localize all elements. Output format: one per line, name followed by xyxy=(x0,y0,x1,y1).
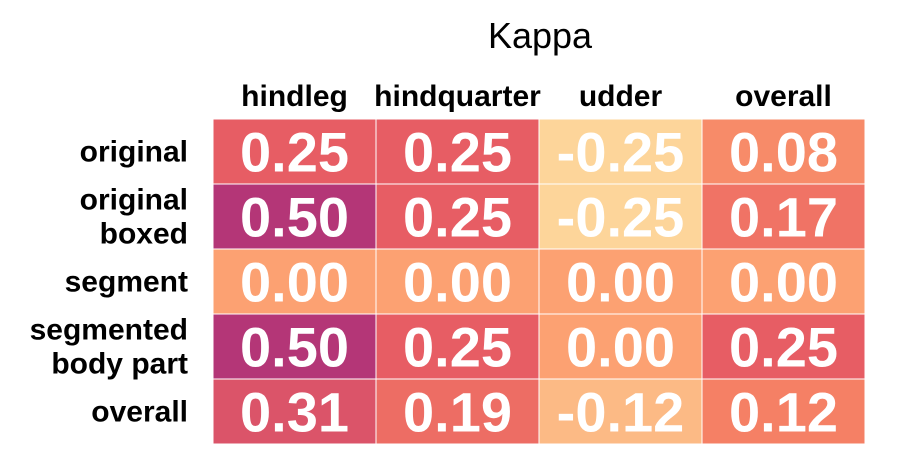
cell-value-label: 0.31 xyxy=(240,381,349,444)
heatmap-cell xyxy=(701,248,866,315)
column-label-udder: udder xyxy=(579,80,663,113)
heatmap-cell xyxy=(375,183,540,250)
cell-value-label: -0.25 xyxy=(557,121,685,184)
row-label-overall: overall xyxy=(91,396,188,429)
cell-value-label: 0.00 xyxy=(240,251,349,314)
cell-value-label: 0.00 xyxy=(566,251,675,314)
heatmap-cell xyxy=(701,183,866,250)
cell-value-label: 0.17 xyxy=(729,186,838,249)
heatmap-cell xyxy=(375,313,540,380)
heatmap-cell xyxy=(212,313,377,380)
heatmap-cell xyxy=(701,378,866,445)
column-label-hindquarter: hindquarter xyxy=(374,80,541,113)
heatmap-cell xyxy=(212,183,377,250)
heatmap-cell xyxy=(375,378,540,445)
cell-value-label: -0.12 xyxy=(557,381,685,444)
row-label-original: original xyxy=(80,184,188,217)
cell-value-label: 0.50 xyxy=(240,316,349,379)
cell-value-label: -0.25 xyxy=(557,186,685,249)
heatmap-cell xyxy=(375,248,540,315)
heatmap-cell xyxy=(212,378,377,445)
cell-value-label: 0.25 xyxy=(403,121,512,184)
cell-value-label: 0.50 xyxy=(240,186,349,249)
row-label-segment: segment xyxy=(65,266,188,299)
heatmap-cells: 0.25 0.25 -0.25 0.080.50 0.25 -0.25 0.170.00 0.… xyxy=(212,118,866,445)
row-labels: originaloriginalboxedsegmentsegmentedbod… xyxy=(30,136,188,429)
cell-value-label: 0.12 xyxy=(729,381,838,444)
cell-value-label: 0.19 xyxy=(403,381,512,444)
cell-value-label: 0.08 xyxy=(729,121,838,184)
heatmap-cell xyxy=(701,118,866,185)
cell-value-label: 0.00 xyxy=(729,251,838,314)
row-label-original: original xyxy=(80,136,188,169)
row-label-boxed: boxed xyxy=(100,218,188,251)
heatmap-cell xyxy=(538,118,703,185)
cell-value-label: 0.25 xyxy=(403,186,512,249)
cell-value-label: 0.25 xyxy=(729,316,838,379)
chart-title: Kappa xyxy=(488,15,593,56)
column-label-hindleg: hindleg xyxy=(241,80,348,113)
row-label-body-part: body part xyxy=(51,348,188,381)
column-label-overall: overall xyxy=(735,80,832,113)
row-label-segmented: segmented xyxy=(30,314,188,347)
cell-value-label: 0.00 xyxy=(403,251,512,314)
heatmap-cell xyxy=(212,118,377,185)
column-labels: hindleg hindquarter udder overall xyxy=(241,80,832,113)
cell-value-label: 0.00 xyxy=(566,316,675,379)
heatmap-cell xyxy=(538,313,703,380)
heatmap-cell xyxy=(701,313,866,380)
cell-value-label: 0.25 xyxy=(240,121,349,184)
cell-value-label: 0.25 xyxy=(403,316,512,379)
heatmap-cell xyxy=(375,118,540,185)
heatmap-cell xyxy=(538,378,703,445)
